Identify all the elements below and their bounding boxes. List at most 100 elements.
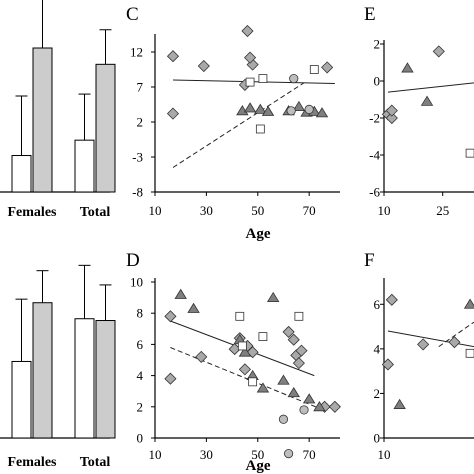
diamond-point — [432, 45, 445, 58]
x-tick-label: 25 — [436, 203, 449, 218]
x-tick-label: 30 — [200, 447, 213, 462]
diamond-point — [244, 51, 257, 64]
diamond-point — [195, 350, 208, 363]
triangle-point — [256, 382, 270, 393]
diamond-point — [448, 336, 461, 349]
panel-letter: D — [126, 250, 140, 271]
bar-panel-1: Females Total — [0, 264, 116, 470]
square-point — [465, 348, 474, 358]
square-point — [245, 77, 255, 87]
bar — [95, 63, 116, 193]
square-point — [237, 341, 247, 351]
y-tick-label: 2 — [374, 37, 381, 52]
diamond-point — [385, 104, 398, 117]
triangle-point — [266, 291, 280, 303]
y-tick-label: 0 — [374, 431, 381, 446]
y-tick-label: 0 — [137, 431, 144, 446]
solid-fit-line — [387, 330, 474, 348]
dashed-fit-line — [170, 347, 320, 409]
diamond-point — [321, 61, 334, 74]
triangle-point — [187, 302, 200, 313]
bar — [32, 302, 53, 439]
triangle-point — [254, 103, 267, 114]
y-tick-label: 6 — [374, 297, 381, 312]
square-point — [258, 74, 268, 83]
square-point — [465, 148, 474, 158]
solid-fit-line — [387, 82, 474, 93]
triangle-point — [277, 374, 290, 385]
diamond-point — [385, 293, 398, 306]
diamond-point — [282, 325, 295, 338]
y-tick-label: 0 — [374, 74, 381, 89]
y-tick-label: -8 — [132, 185, 143, 200]
diamond-point — [417, 338, 430, 351]
triangle-point — [287, 386, 300, 398]
diamond-point — [385, 111, 398, 125]
square-point — [309, 65, 319, 74]
x-tick-label: 50 — [251, 447, 264, 462]
y-tick-label: 8 — [137, 306, 144, 321]
circle-point — [304, 104, 314, 115]
scatter-panel-5: 0 2 4 6 10 F — [364, 250, 474, 462]
square-point — [248, 377, 258, 387]
scatter-panel-3: 0 2 4 6 8 10 10 30 50 70 D Age — [126, 250, 341, 474]
bar — [74, 318, 95, 439]
scatter-panel-4: -6 -4 -2 0 2 10 25 E — [364, 4, 474, 218]
x-tick-label: 50 — [251, 203, 264, 218]
y-tick-label: -6 — [369, 185, 380, 200]
y-tick-label: 6 — [137, 337, 144, 352]
x-tick-label: 70 — [303, 203, 316, 218]
y-tick-label: -3 — [132, 150, 143, 165]
x-tick-label: 10 — [149, 203, 162, 218]
panel-letter: F — [364, 250, 375, 271]
category-label: Total — [80, 455, 111, 470]
y-tick-label: 7 — [137, 80, 144, 95]
bar — [11, 155, 32, 193]
circle-point — [289, 74, 299, 84]
bar — [74, 139, 95, 193]
triangle-point — [313, 401, 326, 412]
bar — [32, 47, 53, 193]
diamond-point — [381, 358, 394, 371]
triangle-point — [261, 105, 275, 116]
y-tick-label: 4 — [137, 368, 144, 383]
x-axis-title: Age — [246, 458, 271, 474]
triangle-point — [393, 398, 406, 409]
category-label: Females — [8, 205, 58, 220]
triangle-point — [315, 107, 329, 118]
diamond-point — [328, 400, 341, 413]
triangle-point — [238, 346, 252, 357]
diamond-point — [238, 363, 251, 376]
diamond-point — [164, 372, 177, 385]
triangle-point — [463, 298, 474, 309]
diamond-point — [166, 50, 180, 63]
triangle-point — [420, 95, 434, 106]
diamond-point — [292, 357, 305, 370]
bar — [11, 360, 32, 439]
diamond-point — [166, 107, 180, 120]
category-label: Total — [80, 205, 111, 220]
y-tick-label: -2 — [369, 111, 380, 126]
y-tick-label: 2 — [137, 399, 144, 414]
square-point — [258, 332, 268, 342]
x-tick-label: 70 — [303, 447, 316, 462]
square-point — [294, 311, 304, 321]
y-tick-label: -4 — [369, 148, 380, 163]
x-tick-label: 10 — [149, 447, 162, 462]
triangle-point — [302, 393, 316, 404]
y-tick-label: 4 — [374, 341, 381, 356]
triangle-point — [401, 62, 414, 73]
category-label: Females — [8, 455, 58, 470]
diamond-point — [197, 59, 210, 73]
circle-point — [278, 414, 289, 424]
y-tick-label: 2 — [137, 115, 144, 130]
y-tick-label: 12 — [130, 45, 143, 60]
y-tick-label: 2 — [374, 386, 381, 401]
circle-point — [284, 448, 294, 459]
circle-point — [299, 405, 309, 415]
x-axis-title: Age — [246, 226, 271, 242]
x-tick-label: 10 — [378, 203, 391, 218]
triangle-point — [174, 288, 187, 299]
diamond-point — [241, 24, 254, 38]
